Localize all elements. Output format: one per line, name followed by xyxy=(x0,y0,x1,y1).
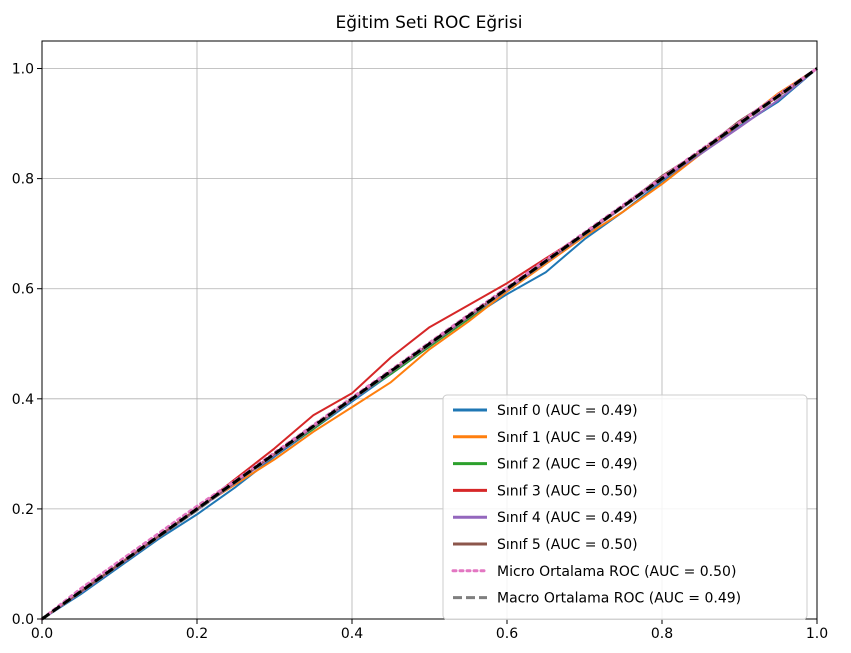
y-tick-label: 0.0 xyxy=(12,612,34,628)
legend-label-6: Micro Ortalama ROC (AUC = 0.50) xyxy=(497,564,736,580)
chart-title: Eğitim Seti ROC Eğrisi xyxy=(336,13,523,33)
series-lines xyxy=(40,67,819,621)
legend-label-2: Sınıf 2 (AUC = 0.49) xyxy=(497,457,638,473)
y-tick-label: 0.8 xyxy=(12,172,34,188)
x-tick-label: 0.2 xyxy=(186,626,208,642)
y-tick-label: 0.4 xyxy=(12,392,34,408)
y-tick-label: 0.2 xyxy=(12,502,34,518)
x-tick-label: 1.0 xyxy=(806,626,828,642)
legend-label-1: Sınıf 1 (AUC = 0.49) xyxy=(497,430,638,446)
plot-area: 0.0 0.2 0.4 0.6 0.8 1.0 0.0 0.2 0.4 0.6 0.8 1.0 xyxy=(12,40,828,642)
legend-label-0: Sınıf 0 (AUC = 0.49) xyxy=(497,403,638,419)
y-tick-label: 0.6 xyxy=(12,282,34,298)
legend-label-5: Sınıf 5 (AUC = 0.50) xyxy=(497,537,638,553)
axes-frame xyxy=(41,40,818,620)
legend-box xyxy=(442,394,808,620)
y-axis-ticks: 0.0 0.2 0.4 0.6 0.8 1.0 xyxy=(12,62,42,628)
random-classifier-diagonal xyxy=(41,67,818,621)
legend-label-3: Sınıf 3 (AUC = 0.50) xyxy=(497,483,638,499)
x-tick-label: 0.6 xyxy=(496,626,518,642)
legend: Sınıf 0 (AUC = 0.49) Sınıf 1 (AUC = 0.49)… xyxy=(442,394,808,620)
x-tick-label: 0.0 xyxy=(31,626,53,642)
legend-label-7: Macro Ortalama ROC (AUC = 0.49) xyxy=(497,591,741,607)
legend-label-4: Sınıf 4 (AUC = 0.49) xyxy=(497,510,638,526)
y-tick-label: 1.0 xyxy=(12,62,34,78)
x-tick-label: 0.8 xyxy=(651,626,673,642)
x-axis-ticks: 0.0 0.2 0.4 0.6 0.8 1.0 xyxy=(31,619,828,642)
grid-lines xyxy=(41,41,818,620)
x-tick-label: 0.4 xyxy=(341,626,363,642)
